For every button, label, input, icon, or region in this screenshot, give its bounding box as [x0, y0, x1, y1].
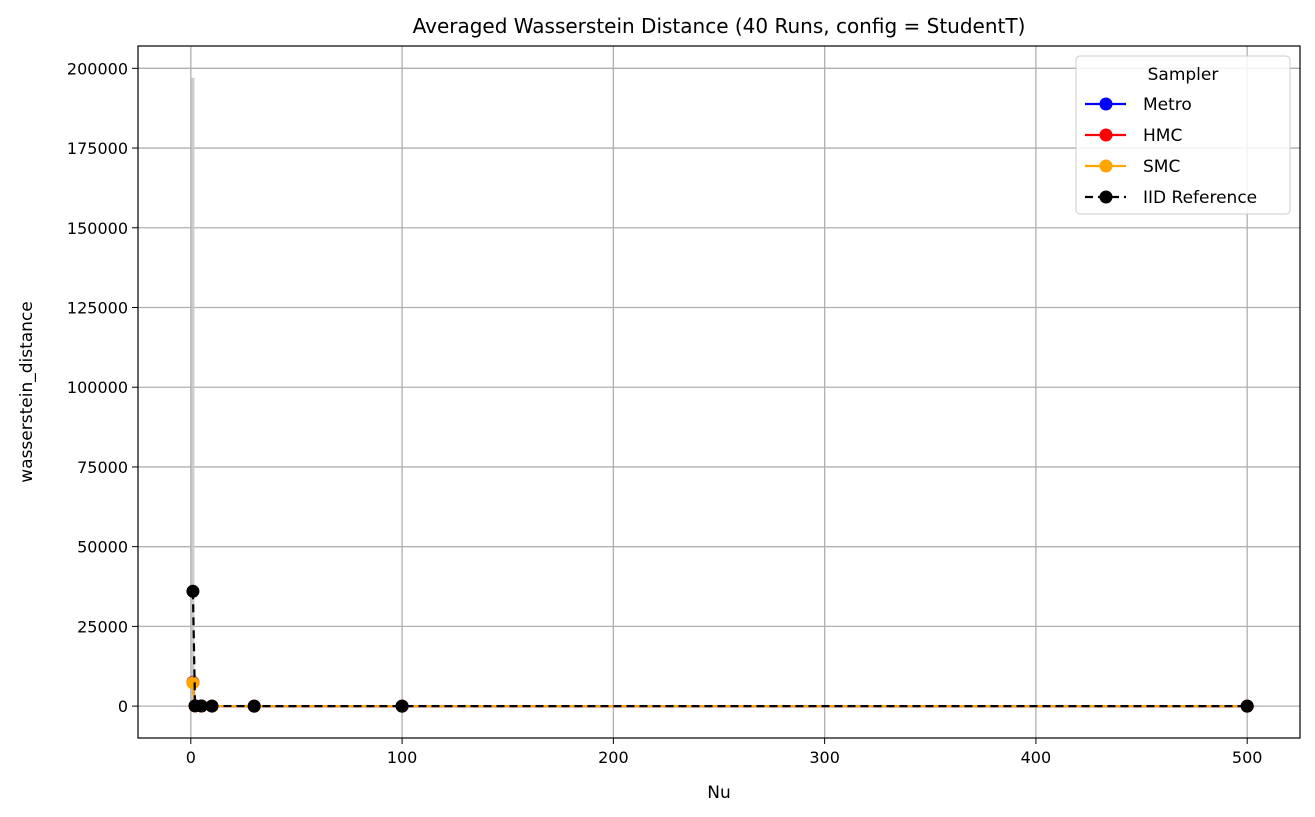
y-tick-label: 100000 — [67, 378, 128, 397]
x-tick-label: 500 — [1232, 748, 1263, 767]
x-tick-label: 200 — [598, 748, 629, 767]
y-tick-label: 50000 — [77, 538, 128, 557]
legend-marker — [1099, 128, 1113, 142]
legend-item: SMC — [1085, 157, 1180, 177]
x-tick-label: 0 — [186, 748, 196, 767]
data-point — [194, 699, 208, 713]
x-axis-label: Nu — [707, 783, 731, 803]
data-point — [205, 699, 219, 713]
y-tick-label: 200000 — [67, 59, 128, 78]
y-tick-label: 125000 — [67, 298, 128, 317]
y-tick-label: 150000 — [67, 219, 128, 238]
data-point — [395, 699, 409, 713]
series-layer — [186, 584, 1254, 713]
error-band — [191, 77, 195, 707]
legend-marker — [1099, 159, 1113, 173]
x-axis: 0 100 200 300 400 500 — [186, 738, 1263, 767]
y-axis-label: wasserstein_distance — [17, 301, 37, 483]
legend-label: SMC — [1143, 157, 1180, 177]
x-tick-label: 400 — [1021, 748, 1052, 767]
error-band-rect — [191, 77, 195, 707]
y-tick-label: 75000 — [77, 458, 128, 477]
legend-item: HMC — [1085, 126, 1182, 146]
series-line — [191, 682, 1248, 708]
data-point — [1240, 699, 1254, 713]
legend-marker — [1099, 97, 1113, 111]
legend-item: Metro — [1085, 95, 1192, 115]
x-tick-label: 100 — [387, 748, 418, 767]
plot-frame — [137, 45, 1301, 739]
data-point — [247, 699, 261, 713]
series-line — [191, 682, 1248, 708]
legend-item: IID Reference — [1085, 188, 1257, 208]
y-axis: 0 25000 50000 75000 100000 125000 150000 175000… — [67, 59, 138, 716]
legend-label: Metro — [1143, 95, 1192, 115]
legend-title: Sampler — [1148, 65, 1219, 85]
x-tick-label: 300 — [809, 748, 840, 767]
data-point — [186, 584, 200, 598]
legend-label: IID Reference — [1143, 188, 1257, 208]
legend: Sampler Metro HMC SMC IID Reference — [1075, 55, 1291, 215]
chart-title: Averaged Wasserstein Distance (40 Runs, … — [413, 14, 1026, 38]
legend-marker — [1099, 190, 1113, 204]
legend-box — [1075, 55, 1291, 215]
data-point — [186, 676, 200, 690]
y-tick-label: 0 — [118, 697, 128, 716]
y-tick-label: 25000 — [77, 617, 128, 636]
series-line — [191, 682, 1248, 708]
series-line — [191, 591, 1248, 708]
y-tick-label: 175000 — [67, 139, 128, 158]
legend-label: HMC — [1143, 126, 1182, 146]
series-iid-reference — [186, 584, 1254, 713]
